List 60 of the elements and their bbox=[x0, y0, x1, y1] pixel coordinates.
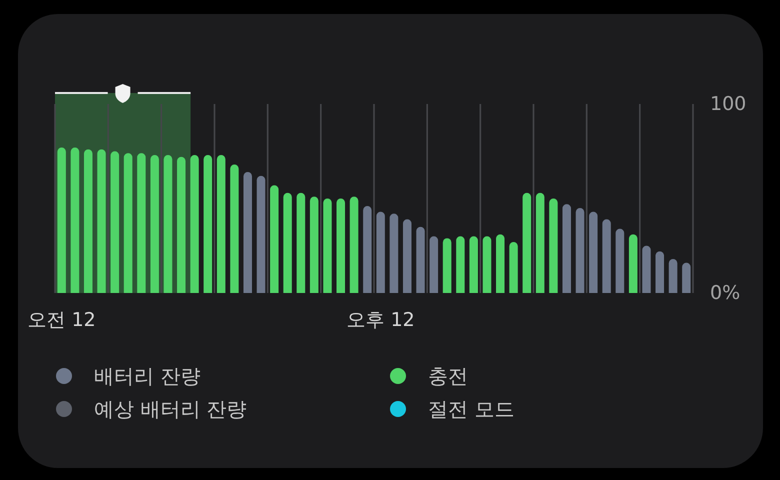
bar bbox=[536, 192, 544, 293]
legend-item: 충전 bbox=[390, 364, 468, 388]
x-tick-label: 오후 12 bbox=[346, 309, 415, 331]
bar bbox=[256, 176, 266, 293]
bar bbox=[350, 196, 358, 293]
bar bbox=[390, 214, 398, 293]
legend-label: 배터리 잔량 bbox=[94, 364, 200, 388]
bar bbox=[97, 149, 106, 293]
bar bbox=[204, 155, 212, 293]
bar bbox=[628, 234, 638, 293]
bar bbox=[482, 236, 492, 293]
bar bbox=[243, 172, 252, 293]
bar bbox=[216, 155, 226, 293]
bar bbox=[283, 192, 292, 293]
bar bbox=[430, 236, 438, 293]
bar bbox=[376, 212, 385, 293]
bar bbox=[402, 219, 412, 293]
bar bbox=[509, 242, 518, 293]
legend-label: 예상 배터리 잔량 bbox=[94, 397, 247, 421]
bar bbox=[576, 208, 584, 293]
legend-label: 충전 bbox=[428, 364, 468, 388]
bar bbox=[150, 155, 159, 293]
bar bbox=[270, 185, 279, 293]
bar bbox=[549, 198, 558, 293]
bar bbox=[642, 246, 651, 293]
y-tick-label: 0% bbox=[710, 282, 740, 304]
bar bbox=[137, 153, 146, 293]
bar bbox=[57, 147, 66, 293]
bar bbox=[190, 155, 199, 293]
bar bbox=[469, 236, 478, 293]
legend-label: 절전 모드 bbox=[428, 397, 514, 421]
bar bbox=[164, 155, 172, 293]
bar bbox=[296, 192, 306, 293]
bar bbox=[323, 198, 332, 293]
bar bbox=[84, 149, 92, 293]
legend-item: 예상 배터리 잔량 bbox=[56, 397, 247, 421]
bar bbox=[562, 204, 571, 293]
bar bbox=[682, 262, 691, 293]
bar bbox=[456, 236, 465, 293]
bar bbox=[110, 151, 120, 293]
bar bbox=[496, 234, 505, 293]
bar bbox=[363, 206, 372, 293]
bar bbox=[310, 196, 318, 293]
bar bbox=[522, 192, 532, 293]
bar bbox=[70, 147, 80, 293]
bar bbox=[589, 212, 598, 293]
y-tick-label: 100 bbox=[710, 93, 746, 115]
bar bbox=[616, 228, 624, 293]
bar bbox=[602, 219, 611, 293]
bar bbox=[336, 198, 346, 293]
bar bbox=[124, 153, 132, 293]
x-tick-label: 오전 12 bbox=[28, 309, 96, 331]
legend-item: 절전 모드 bbox=[390, 397, 514, 421]
bar bbox=[668, 258, 678, 293]
bar bbox=[177, 156, 186, 293]
bar bbox=[656, 251, 664, 293]
bar bbox=[416, 226, 425, 293]
bar bbox=[230, 164, 239, 293]
bar bbox=[442, 238, 452, 293]
legend-item: 배터리 잔량 bbox=[56, 364, 200, 388]
